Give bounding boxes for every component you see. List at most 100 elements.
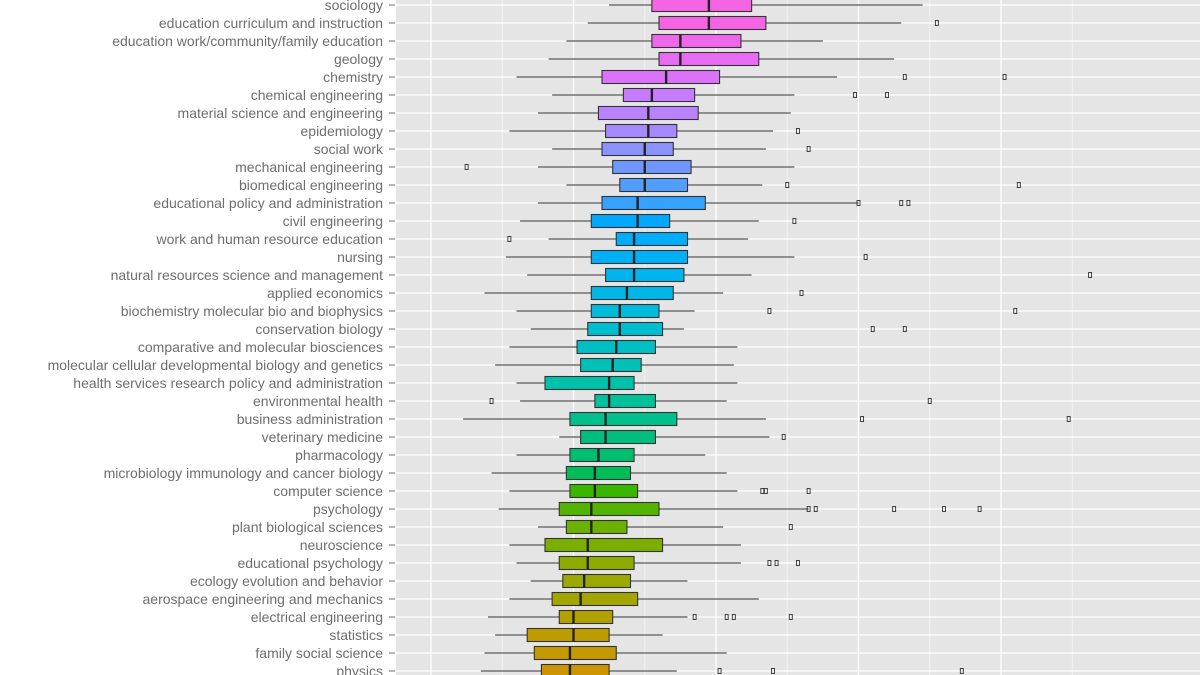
box-group: applied economics — [267, 285, 804, 301]
box-group: chemistry — [323, 69, 1007, 85]
outlier-point — [1013, 308, 1018, 314]
box — [651, 0, 753, 13]
box-group: psychology — [313, 501, 982, 517]
category-label: comparative and molecular biosciences — [138, 339, 383, 355]
category-label: education curriculum and instruction — [159, 15, 383, 31]
box-group: molecular cellular developmental biology… — [48, 357, 734, 373]
box-group: comparative and molecular biosciences — [138, 339, 738, 355]
plot-panel — [396, 0, 1200, 675]
category-label: geology — [334, 51, 383, 67]
outlier-point — [902, 326, 907, 332]
outlier-point — [934, 20, 939, 26]
box-group: work and human resource education — [156, 231, 749, 247]
category-label: epidemiology — [301, 123, 384, 139]
category-label: business administration — [237, 411, 383, 427]
box — [601, 195, 706, 211]
box — [526, 627, 610, 643]
outlier-point — [799, 290, 804, 296]
outlier-point — [774, 560, 779, 566]
outlier-point — [767, 560, 772, 566]
outlier-point — [724, 614, 729, 620]
category-label: electrical engineering — [251, 609, 383, 625]
category-label: natural resources science and management — [111, 267, 383, 283]
category-label: biomedical engineering — [239, 177, 383, 193]
outlier-point — [852, 92, 857, 98]
outlier-point — [856, 200, 861, 206]
outlier-point — [870, 326, 875, 332]
outlier-point — [771, 668, 775, 674]
category-label: physics — [336, 663, 383, 675]
box — [601, 69, 721, 85]
category-label: psychology — [313, 501, 383, 517]
outlier-point — [788, 614, 793, 620]
outlier-point — [806, 146, 811, 152]
box — [594, 393, 656, 409]
box — [622, 87, 696, 103]
box-group: pharmacology — [295, 447, 706, 463]
box-group: family social science — [255, 645, 727, 661]
box — [590, 285, 674, 301]
box — [619, 177, 689, 193]
box-group: nursing — [337, 249, 868, 265]
box — [565, 519, 628, 535]
category-label: mechanical engineering — [235, 159, 383, 175]
category-label: nursing — [337, 249, 383, 265]
outlier-point — [760, 488, 765, 494]
category-label: pharmacology — [295, 447, 383, 463]
category-label: plant biological sciences — [232, 519, 383, 535]
box-group: material science and engineering — [178, 105, 791, 121]
box — [605, 123, 678, 139]
outlier-point — [795, 560, 800, 566]
box-group: computer science — [273, 483, 811, 499]
box-group: biomedical engineering — [239, 177, 1021, 193]
outlier-point — [792, 218, 797, 224]
box-group: education curriculum and instruction — [159, 15, 939, 31]
outlier-point — [785, 182, 790, 188]
box-group: sociology — [325, 0, 923, 13]
box — [558, 501, 660, 517]
outlier-point — [781, 434, 786, 440]
outlier-point — [959, 668, 964, 674]
box — [605, 267, 685, 283]
outlier-point — [806, 506, 811, 512]
outlier-point — [863, 254, 868, 260]
box-group: biochemistry molecular bio and biophysic… — [121, 303, 1018, 319]
category-label: family social science — [255, 645, 383, 661]
outlier-point — [906, 200, 911, 206]
box — [569, 447, 635, 463]
category-label: chemistry — [323, 69, 383, 85]
category-label: aerospace engineering and mechanics — [143, 591, 384, 607]
box-group: ecology evolution and behavior — [190, 573, 688, 589]
box — [533, 645, 617, 661]
category-label: statistics — [329, 627, 383, 643]
box-group: geology — [334, 51, 895, 67]
box — [587, 321, 664, 337]
box-group: education work/community/family educatio… — [112, 33, 823, 49]
box-group: chemical engineering — [251, 87, 889, 103]
box-group: mechanical engineering — [235, 159, 795, 175]
box-group: business administration — [237, 411, 1071, 427]
outlier-point — [885, 92, 889, 98]
box — [612, 159, 692, 175]
box — [615, 231, 689, 247]
outlier-point — [902, 74, 907, 80]
outlier-point — [1066, 416, 1071, 422]
box-group: epidemiology — [301, 123, 800, 139]
outlier-point — [464, 164, 469, 170]
box-group: health services research policy and admi… — [73, 375, 738, 391]
category-label: applied economics — [267, 285, 383, 301]
outlier-point — [977, 506, 982, 512]
box — [569, 483, 639, 499]
category-label: health services research policy and admi… — [73, 375, 383, 391]
category-label: microbiology immunology and cancer biolo… — [104, 465, 383, 481]
box-group: physics — [336, 663, 964, 675]
box-group: civil engineering — [283, 213, 797, 229]
category-label: environmental health — [253, 393, 383, 409]
box — [565, 465, 632, 481]
category-label: educational policy and administration — [153, 195, 383, 211]
box — [569, 411, 678, 427]
category-label: social work — [314, 141, 384, 157]
outlier-point — [1002, 74, 1007, 80]
outlier-point — [507, 236, 512, 242]
